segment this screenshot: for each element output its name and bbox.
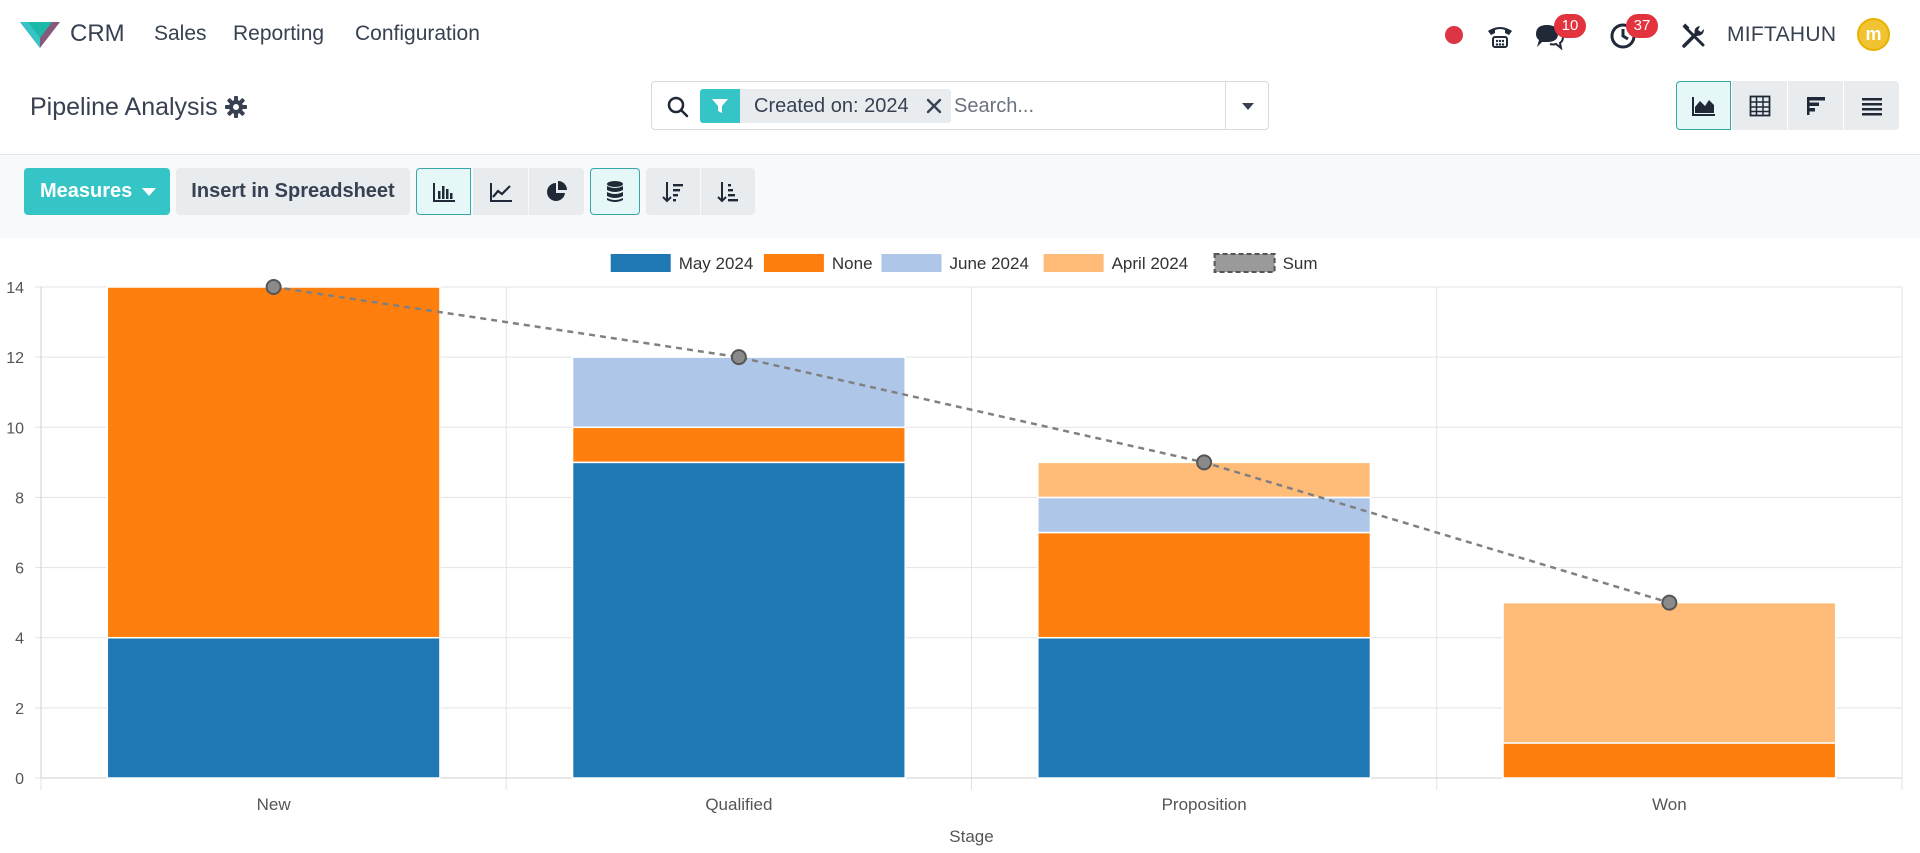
legend-swatch (1043, 254, 1104, 272)
bar-none (571, 426, 906, 464)
page-title: Pipeline Analysis (30, 93, 218, 121)
x-tick-label: Won (1652, 795, 1687, 814)
sort-descending-button[interactable] (646, 168, 700, 215)
legend-label: June 2024 (950, 254, 1029, 273)
legend-swatch (1213, 253, 1276, 273)
line-chart-icon (489, 182, 512, 202)
x-tick-label: Qualified (705, 795, 772, 814)
phone-icon[interactable] (1484, 20, 1516, 52)
measures-button[interactable]: Measures (24, 168, 170, 215)
legend-swatch (763, 254, 824, 272)
graph-view-button[interactable] (1676, 81, 1731, 130)
y-tick-label: 2 (15, 701, 24, 718)
legend-swatch (610, 254, 671, 272)
filter-facet-label: Created on: 2024 (754, 95, 909, 117)
sort-descending-icon (662, 181, 683, 202)
pivot-view-button[interactable] (1732, 81, 1787, 130)
sum-point (730, 349, 747, 366)
bars-left-icon (1806, 96, 1825, 115)
y-tick-label: 4 (15, 631, 24, 648)
view-switcher (1676, 81, 1900, 130)
top-navbar: CRM Sales Reporting Configuration 10 37 (0, 0, 1920, 70)
y-tick-label: 6 (15, 561, 24, 578)
menu-sales[interactable]: Sales (154, 22, 207, 45)
y-tick-label: 0 (15, 771, 24, 788)
bar-june-2024 (1037, 496, 1372, 534)
sort-ascending-icon (717, 181, 738, 202)
search-input[interactable] (954, 91, 1214, 121)
bar-april-2024 (1502, 601, 1837, 744)
y-tick-label: 14 (6, 280, 24, 297)
legend-label: May 2024 (679, 254, 754, 273)
legend-swatch (881, 254, 942, 272)
cohort-view-button[interactable] (1788, 81, 1843, 130)
bar-none (1037, 531, 1372, 639)
legend-label: Sum (1283, 254, 1318, 273)
user-avatar[interactable]: m (1857, 18, 1890, 51)
legend-label: April 2024 (1112, 254, 1189, 273)
bar-may-2024 (1037, 636, 1372, 779)
sum-line (273, 285, 1670, 604)
bar-chart-button[interactable] (416, 168, 471, 215)
filter-icon (700, 89, 740, 123)
search-icon[interactable] (666, 95, 690, 119)
recording-indicator[interactable] (1445, 26, 1463, 44)
menu-configuration[interactable]: Configuration (355, 22, 480, 45)
table-icon (1749, 95, 1770, 116)
stacked-toggle-button[interactable] (590, 168, 640, 215)
messages-badge: 10 (1554, 14, 1586, 38)
bar-chart-icon (432, 182, 455, 202)
pie-chart-button[interactable] (529, 168, 584, 215)
sort-ascending-button[interactable] (701, 168, 755, 215)
menu-reporting[interactable]: Reporting (233, 22, 325, 45)
activities-badge: 37 (1626, 14, 1658, 38)
y-tick-label: 10 (6, 420, 24, 437)
gear-icon[interactable] (224, 95, 248, 119)
crm-logo-icon[interactable] (20, 18, 60, 50)
measures-label: Measures (40, 180, 133, 202)
caret-down-icon (142, 187, 157, 196)
x-tick-label: Proposition (1162, 795, 1247, 814)
facet-remove-icon[interactable] (917, 89, 951, 123)
bar-may-2024 (106, 636, 441, 779)
x-tick-label: New (257, 795, 292, 814)
sum-point (1196, 454, 1213, 471)
search-bar: Created on: 2024 (651, 81, 1269, 130)
bar-june-2024 (571, 356, 906, 429)
legend-label: None (832, 254, 873, 273)
list-icon (1861, 97, 1882, 115)
tools-icon[interactable] (1678, 20, 1710, 52)
list-view-button[interactable] (1844, 81, 1899, 130)
bar-may-2024 (571, 461, 906, 779)
caret-down-icon (1241, 102, 1254, 110)
search-options-toggle[interactable] (1225, 82, 1269, 129)
filter-facet: Created on: 2024 (700, 89, 951, 123)
pipeline-chart-svg: 0 2 4 6 8 10 12 14 New Qualified Proposition Won Sta… (6, 253, 1903, 846)
app-name[interactable]: CRM (70, 20, 125, 47)
pipeline-chart: 0 2 4 6 8 10 12 14 New Qualified Proposition Won Sta… (0, 240, 1920, 853)
line-chart-button[interactable] (473, 168, 528, 215)
bar-none (1502, 742, 1837, 779)
y-tick-label: 8 (15, 490, 24, 507)
sum-point (265, 279, 282, 295)
database-icon (607, 180, 623, 202)
pie-chart-icon (546, 180, 567, 201)
bar-none (106, 286, 441, 639)
area-chart-icon (1691, 96, 1715, 116)
sum-point (1661, 594, 1678, 611)
user-name[interactable]: MIFTAHUN (1727, 23, 1837, 46)
x-axis-title: Stage (949, 827, 993, 846)
insert-in-spreadsheet-button[interactable]: Insert in Spreadsheet (176, 168, 410, 215)
y-tick-label: 12 (6, 350, 24, 367)
